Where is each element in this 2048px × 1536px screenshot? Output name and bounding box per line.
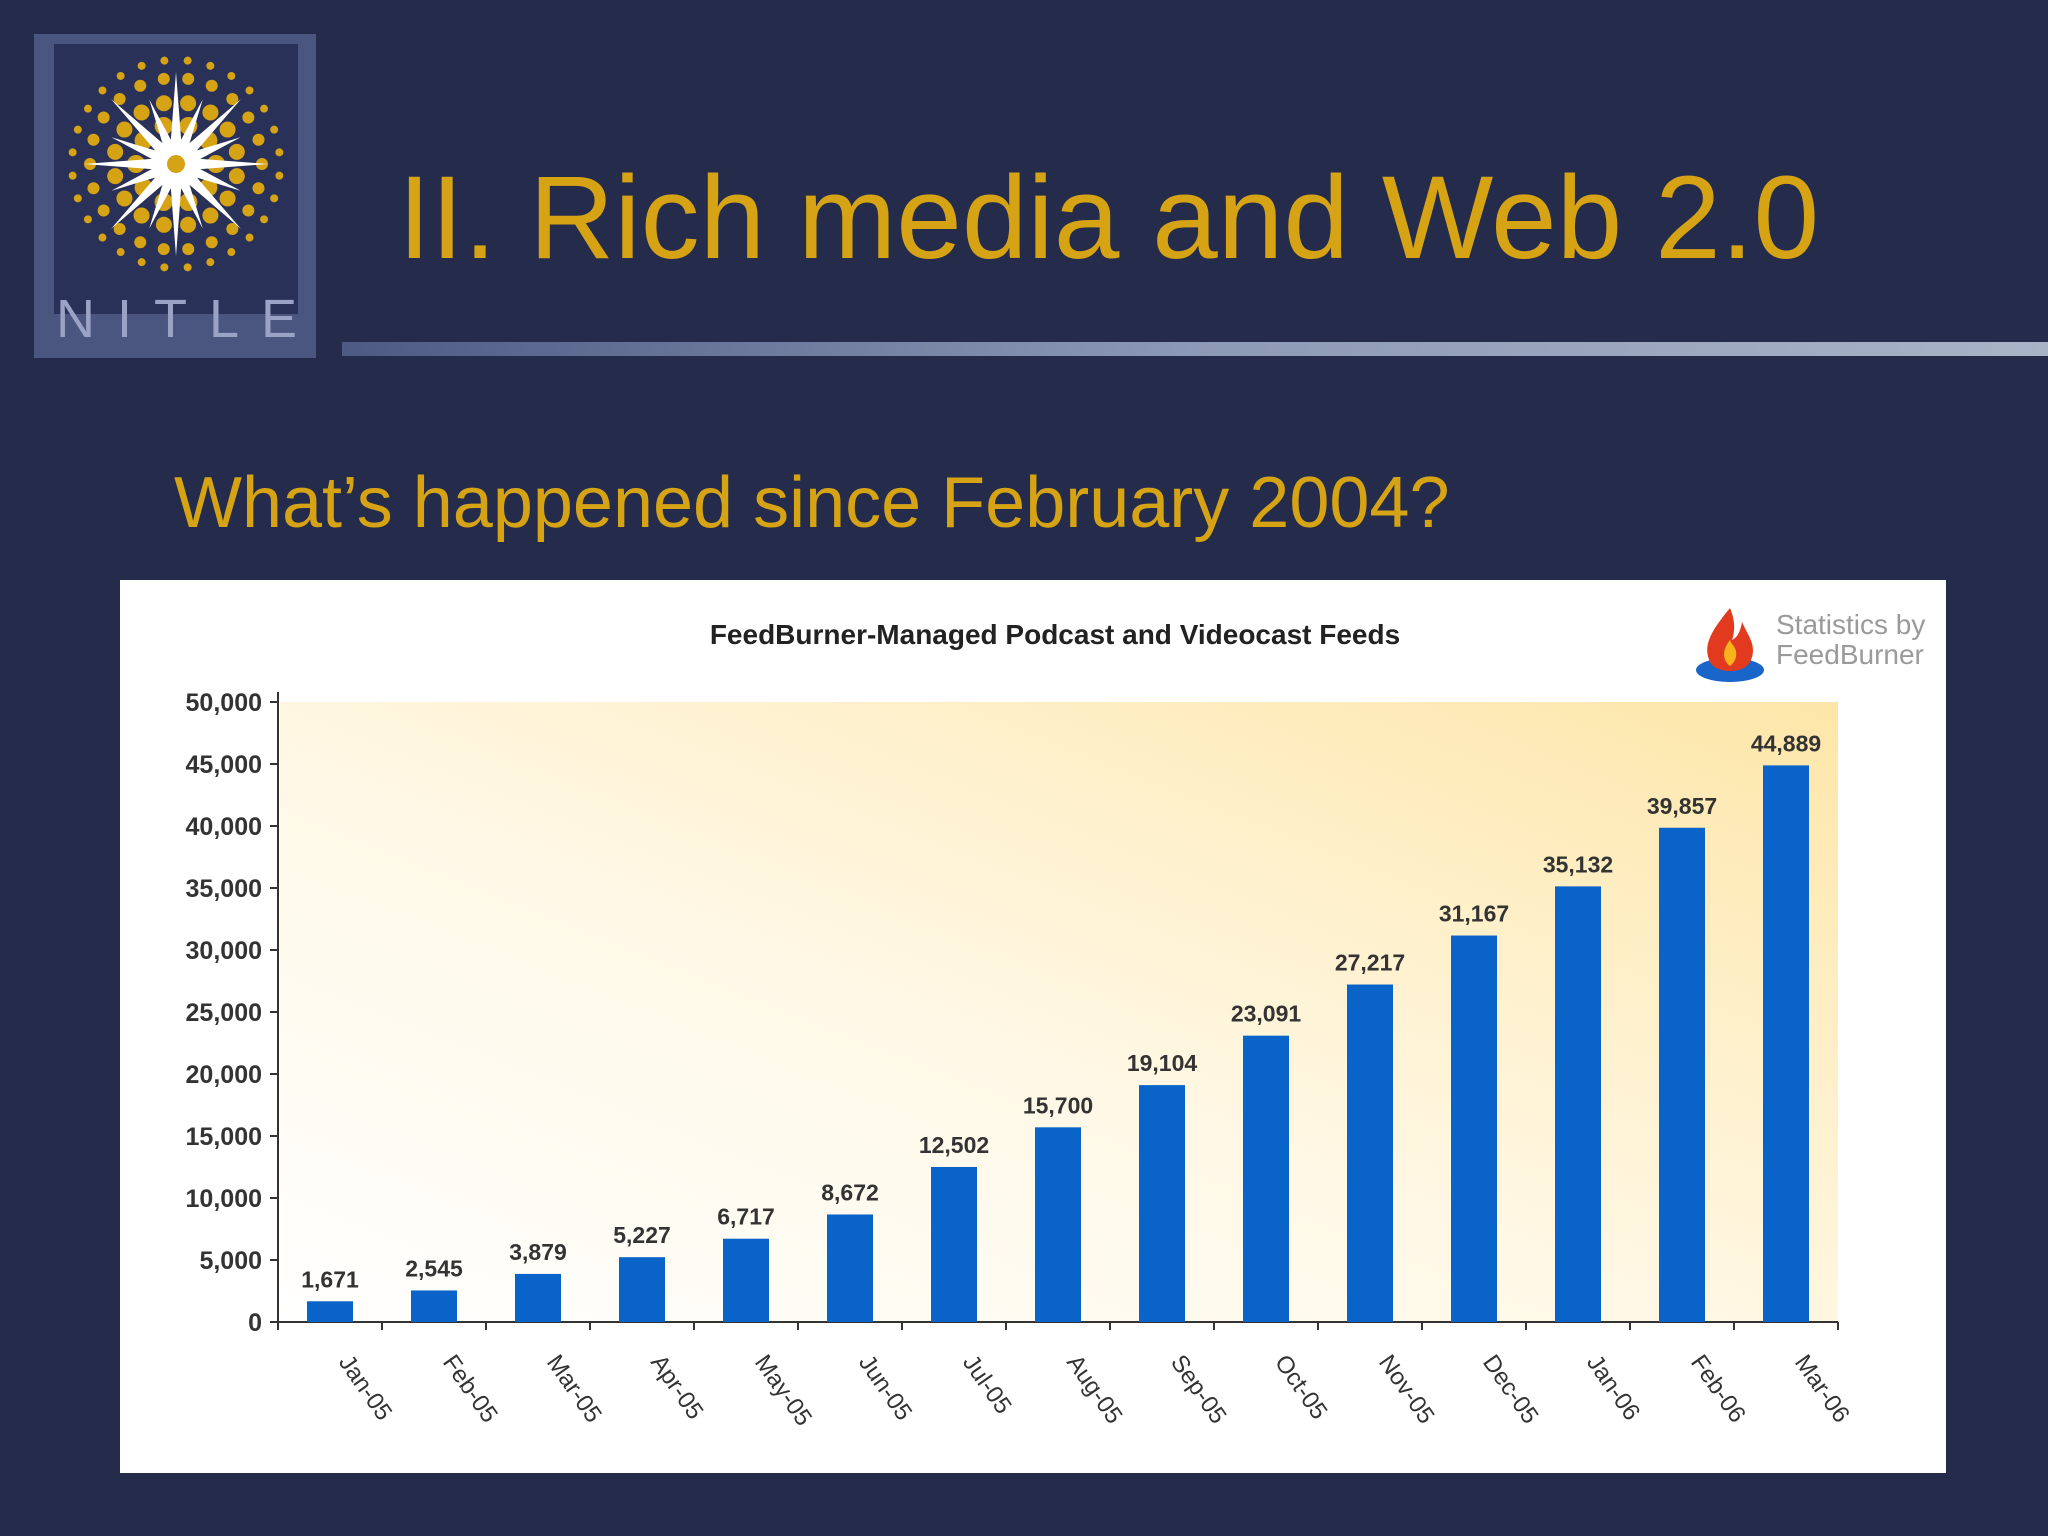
bar-value-label: 27,217: [1335, 950, 1405, 976]
x-tick-label: Jun-05: [853, 1350, 917, 1426]
bar-value-label: 3,879: [509, 1239, 567, 1265]
bar-value-label: 23,091: [1231, 1001, 1302, 1027]
y-tick-label: 25,000: [186, 999, 262, 1027]
brand-line-1: Statistics by: [1776, 609, 1926, 640]
bar: [1035, 1127, 1081, 1322]
y-tick-label: 5,000: [199, 1247, 262, 1275]
title-divider: [342, 342, 2048, 356]
flame-icon: [1696, 608, 1764, 682]
bar: [1555, 886, 1601, 1322]
bar: [1347, 984, 1393, 1322]
x-tick-label: Jan-05: [333, 1350, 397, 1426]
bar-value-label: 6,717: [717, 1204, 775, 1230]
y-tick-label: 15,000: [186, 1123, 262, 1151]
y-tick-label: 0: [248, 1309, 262, 1337]
bar-chart: FeedBurner-Managed Podcast and Videocast…: [186, 619, 1855, 1431]
y-tick-label: 35,000: [186, 875, 262, 903]
x-tick-label: Dec-05: [1477, 1350, 1543, 1429]
brand-line-2: FeedBurner: [1776, 639, 1924, 670]
y-tick-label: 30,000: [186, 937, 262, 965]
slide-title: II. Rich media and Web 2.0: [398, 152, 1820, 284]
feedburner-brand: Statistics by FeedBurner: [1692, 600, 1942, 690]
y-tick-label: 10,000: [186, 1185, 262, 1213]
x-tick-label: Mar-06: [1789, 1350, 1855, 1428]
x-tick-label: Jul-05: [957, 1350, 1017, 1419]
x-tick-label: Oct-05: [1269, 1350, 1332, 1424]
x-tick-label: Mar-05: [541, 1350, 607, 1428]
y-tick-label: 50,000: [186, 689, 262, 717]
bar: [723, 1238, 769, 1322]
bar-value-label: 19,104: [1127, 1050, 1198, 1076]
slide-subtitle: What’s happened since February 2004?: [174, 463, 1450, 543]
x-tick-label: May-05: [749, 1350, 817, 1431]
bar-value-label: 8,672: [821, 1179, 879, 1205]
chart-title: FeedBurner-Managed Podcast and Videocast…: [710, 619, 1400, 650]
bar: [307, 1301, 353, 1322]
bar-value-label: 39,857: [1647, 793, 1717, 819]
chart-card: FeedBurner-Managed Podcast and Videocast…: [120, 580, 1946, 1473]
bar: [1139, 1085, 1185, 1322]
bar: [1243, 1035, 1289, 1322]
bar: [1451, 935, 1497, 1322]
x-tick-label: Aug-05: [1061, 1350, 1128, 1429]
x-tick-label: Feb-06: [1685, 1350, 1751, 1428]
x-tick-label: Nov-05: [1373, 1350, 1439, 1429]
bar-value-label: 12,502: [919, 1132, 989, 1158]
brand-text: Statistics by FeedBurner: [1776, 610, 1946, 670]
bar: [411, 1290, 457, 1322]
bar: [1763, 765, 1809, 1322]
bar-value-label: 2,545: [405, 1255, 463, 1281]
x-tick-label: Jan-06: [1581, 1350, 1645, 1426]
logo-emblem: [54, 44, 298, 314]
bar: [931, 1166, 977, 1322]
bar: [827, 1214, 873, 1322]
y-tick-label: 45,000: [186, 751, 262, 779]
nitle-logo: NITLE: [34, 34, 316, 358]
bar-value-label: 44,889: [1751, 730, 1821, 756]
bar-value-label: 31,167: [1439, 901, 1509, 927]
y-tick-label: 40,000: [186, 813, 262, 841]
bar-value-label: 1,671: [301, 1266, 359, 1292]
bar: [1659, 827, 1705, 1322]
bar: [619, 1257, 665, 1322]
x-tick-label: Apr-05: [645, 1350, 708, 1425]
y-tick-label: 20,000: [186, 1061, 262, 1089]
x-tick-label: Sep-05: [1165, 1350, 1232, 1429]
sunburst-icon: [68, 56, 284, 272]
bar: [515, 1273, 561, 1322]
bar-value-label: 15,700: [1023, 1092, 1093, 1118]
bar-value-label: 35,132: [1543, 851, 1613, 877]
logo-text: NITLE: [56, 289, 320, 349]
bar-value-label: 5,227: [613, 1222, 671, 1248]
x-tick-label: Feb-05: [437, 1350, 503, 1428]
